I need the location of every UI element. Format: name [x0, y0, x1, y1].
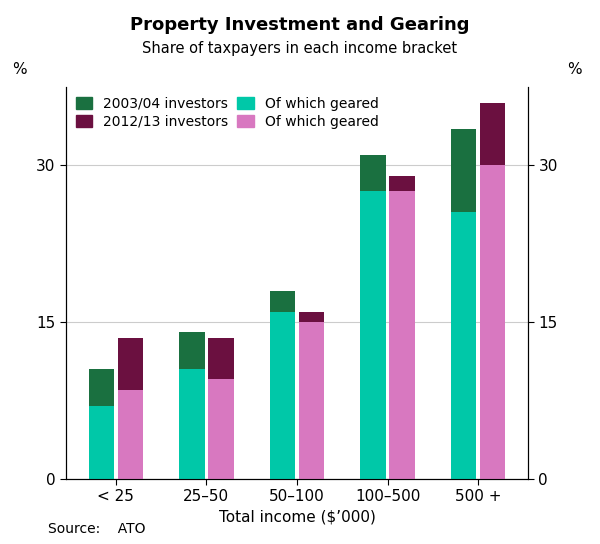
Bar: [299, 312, 324, 322]
Text: Share of taxpayers in each income bracket: Share of taxpayers in each income bracke…: [142, 41, 458, 56]
Bar: [361, 191, 386, 479]
Bar: [389, 176, 415, 191]
Bar: [389, 191, 415, 479]
Bar: [208, 380, 233, 479]
Bar: [179, 332, 205, 369]
Bar: [89, 406, 114, 479]
Text: Source:    ATO: Source: ATO: [48, 522, 146, 536]
Bar: [89, 369, 114, 406]
Bar: [118, 338, 143, 390]
Bar: [270, 312, 295, 479]
X-axis label: Total income ($’000): Total income ($’000): [218, 510, 376, 525]
Bar: [179, 369, 205, 479]
Text: %: %: [13, 62, 27, 77]
Bar: [480, 165, 505, 479]
Bar: [451, 212, 476, 479]
Bar: [361, 155, 386, 191]
Text: %: %: [567, 62, 581, 77]
Legend: 2003/04 investors, 2012/13 investors, Of which geared, Of which geared: 2003/04 investors, 2012/13 investors, Of…: [73, 94, 382, 132]
Text: Property Investment and Gearing: Property Investment and Gearing: [130, 16, 470, 34]
Bar: [299, 322, 324, 479]
Bar: [451, 129, 476, 212]
Bar: [270, 290, 295, 312]
Bar: [208, 338, 233, 380]
Bar: [118, 390, 143, 479]
Bar: [480, 103, 505, 165]
